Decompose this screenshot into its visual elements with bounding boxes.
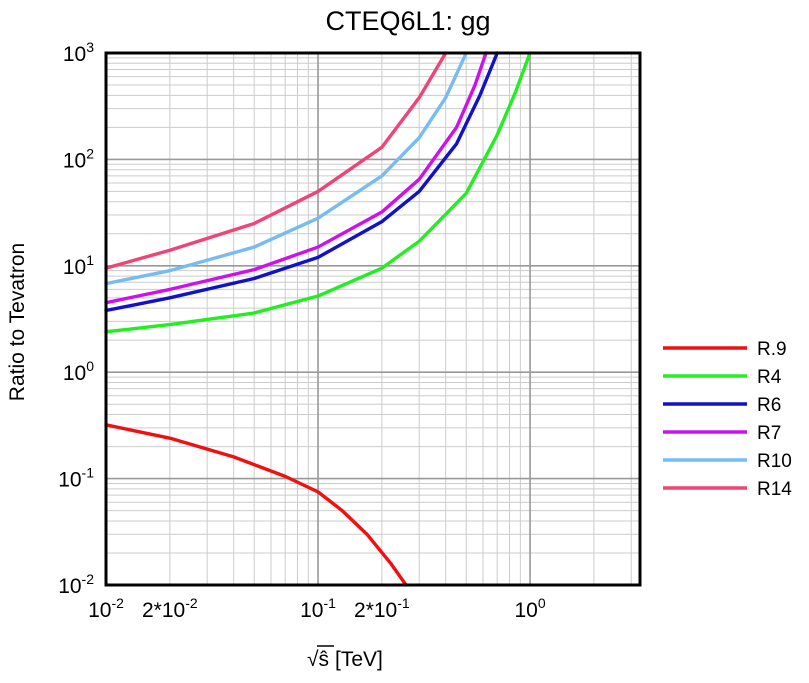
x-variable: ŝ bbox=[319, 648, 330, 671]
series-line-r7 bbox=[104, 51, 488, 305]
series-line-r4 bbox=[104, 51, 532, 334]
legend-label-r14: R14 bbox=[757, 479, 792, 500]
series-layer bbox=[104, 51, 532, 587]
y-tick-label: 10-2 bbox=[58, 571, 94, 598]
x-tick-label: 2*10-1 bbox=[354, 595, 410, 622]
y-tick-labels: 10-2 10-1 100 101 102 103 bbox=[58, 39, 94, 598]
x-unit: [TeV] bbox=[335, 648, 383, 671]
y-tick-label: 10-1 bbox=[58, 465, 94, 492]
legend: R.9 R4 R6 R7 R10 R14 bbox=[663, 339, 792, 500]
x-tick-label: 2*10-2 bbox=[142, 595, 198, 622]
minor-grid bbox=[106, 53, 640, 585]
x-axis-label-sqrt: √ŝ [TeV] bbox=[307, 648, 383, 671]
y-tick-label: 100 bbox=[63, 358, 94, 385]
y-tick-label: 102 bbox=[63, 145, 94, 172]
legend-label-r4: R4 bbox=[757, 367, 782, 388]
series-line-r6 bbox=[104, 51, 499, 313]
x-tick-label: 10-2 bbox=[88, 595, 124, 622]
series-line-r9 bbox=[104, 423, 408, 587]
y-tick-label: 101 bbox=[63, 252, 94, 279]
major-grid bbox=[105, 53, 640, 586]
legend-label-r7: R7 bbox=[757, 423, 781, 444]
series-line-r14 bbox=[104, 51, 448, 270]
y-axis-label: Ratio to Tevatron bbox=[6, 243, 29, 401]
legend-label-r10: R10 bbox=[757, 451, 792, 472]
x-axis-label: √ŝ [TeV] bbox=[307, 645, 383, 671]
chart-title: CTEQ6L1: gg bbox=[325, 6, 490, 36]
series-line-r10 bbox=[104, 51, 468, 286]
legend-label-r6: R6 bbox=[757, 395, 781, 416]
x-tick-label: 10-1 bbox=[300, 595, 336, 622]
x-tick-label: 100 bbox=[514, 595, 545, 622]
plot-frame bbox=[104, 51, 642, 587]
y-tick-label: 103 bbox=[63, 39, 94, 66]
x-tick-labels: 10-2 2*10-2 10-1 2*10-1 100 bbox=[88, 595, 546, 622]
sqrt-symbol: √ bbox=[307, 648, 319, 671]
legend-label-r9: R.9 bbox=[757, 339, 787, 360]
